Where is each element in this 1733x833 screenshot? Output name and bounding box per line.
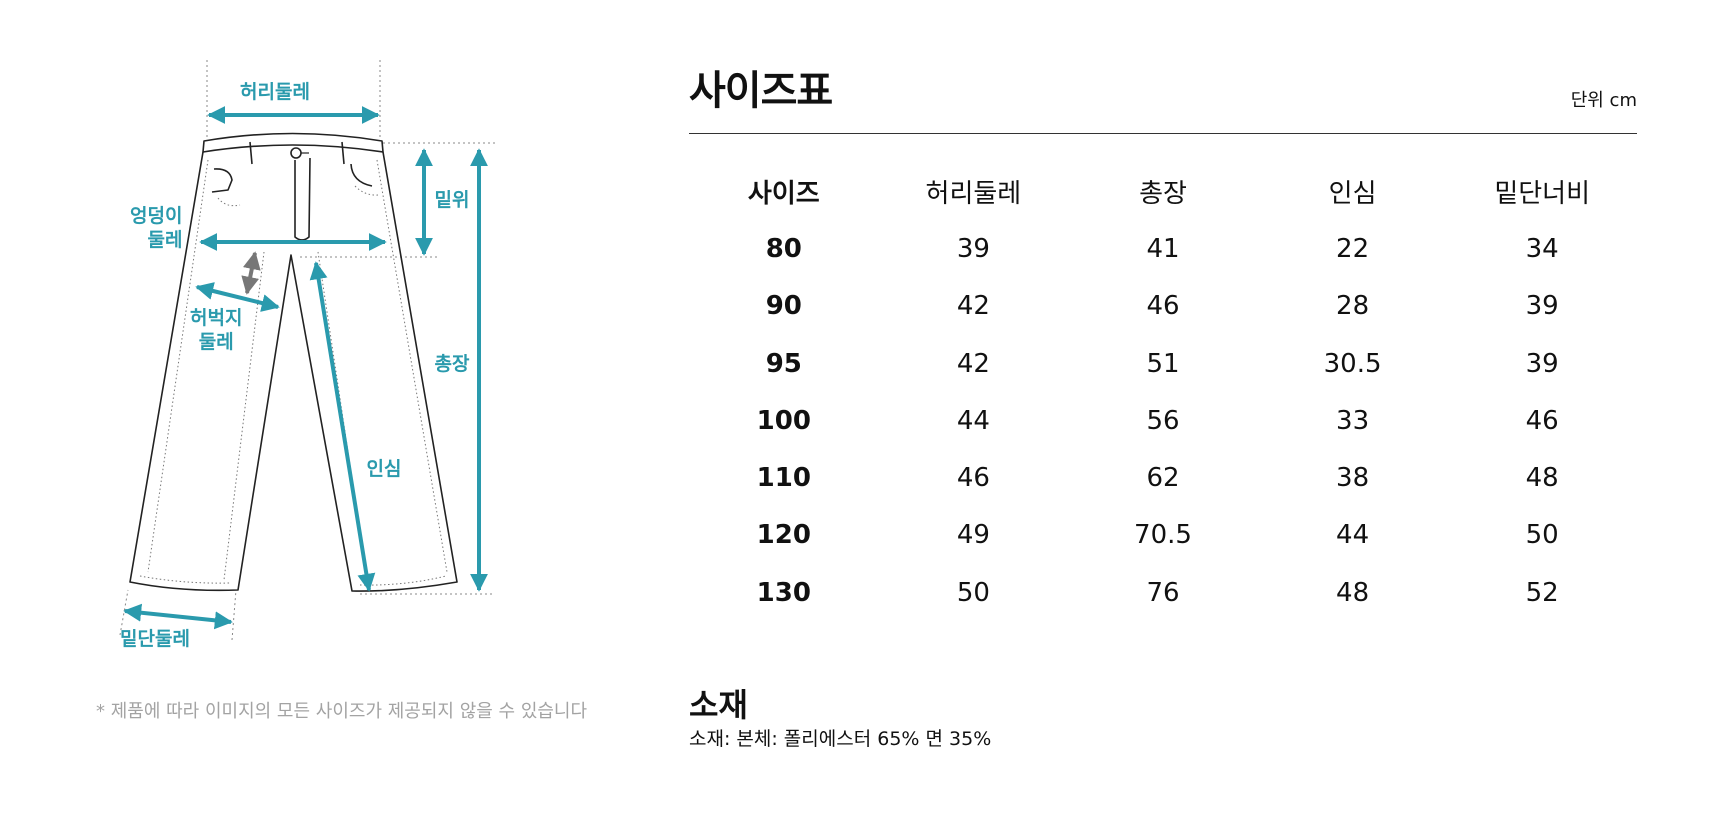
cell-inseam: 30.5 <box>1323 348 1382 379</box>
cell-total-length: 41 <box>1146 233 1180 264</box>
header-size: 사이즈 <box>747 179 820 210</box>
cell-hem-width: 39 <box>1525 348 1559 379</box>
label-hip-line1: 엉덩이 <box>130 205 183 227</box>
table-header-row: 사이즈 허리둘레 총장 인심 밑단너비 <box>689 163 1637 220</box>
label-thigh: 허벅지 둘레 <box>190 306 242 354</box>
cell-size: 120 <box>756 520 811 551</box>
cell-inseam: 22 <box>1336 233 1370 264</box>
table-row: 110 46 62 38 48 <box>689 449 1637 506</box>
cell-inseam: 38 <box>1336 463 1370 494</box>
cell-total-length: 46 <box>1146 291 1180 322</box>
cell-waist: 44 <box>956 405 990 436</box>
cell-total-length: 51 <box>1146 348 1180 379</box>
header-waist: 허리둘레 <box>925 179 1022 210</box>
table-row: 95 42 51 30.5 39 <box>689 335 1637 392</box>
cell-waist: 39 <box>956 233 990 264</box>
label-hem: 밑단둘레 <box>120 628 190 650</box>
table-row: 130 50 76 48 52 <box>689 564 1637 621</box>
cell-waist: 42 <box>956 291 990 322</box>
label-inseam: 인심 <box>366 458 402 480</box>
cell-hem-width: 48 <box>1525 463 1559 494</box>
table-row: 80 39 41 22 34 <box>689 220 1637 277</box>
label-thigh-line2: 둘레 <box>198 331 234 353</box>
disclaimer-note: * 제품에 따라 이미지의 모든 사이즈가 제공되지 않을 수 있습니다 <box>96 701 588 722</box>
title-divider <box>689 133 1637 134</box>
pants-diagram: 허리둘레 밑위 엉덩이 둘레 허벅지 둘레 총장 인심 밑단둘레 <box>0 0 660 833</box>
cell-inseam: 33 <box>1336 405 1370 436</box>
label-thigh-line1: 허벅지 <box>190 307 243 329</box>
cell-total-length: 70.5 <box>1134 520 1192 551</box>
cell-total-length: 76 <box>1146 577 1180 608</box>
cell-size: 90 <box>765 291 802 322</box>
cell-hem-width: 52 <box>1525 577 1559 608</box>
label-waist: 허리둘레 <box>240 81 310 103</box>
size-table: 사이즈 허리둘레 총장 인심 밑단너비 80 39 41 22 34 90 42… <box>689 163 1637 621</box>
cell-waist: 49 <box>956 520 990 551</box>
label-hip-line2: 둘레 <box>147 229 183 251</box>
cell-hem-width: 39 <box>1525 291 1559 322</box>
table-row: 100 44 56 33 46 <box>689 392 1637 449</box>
size-chart-title: 사이즈표 <box>689 68 833 114</box>
cell-size: 95 <box>765 348 802 379</box>
cell-hem-width: 34 <box>1525 233 1559 264</box>
label-hip: 엉덩이 둘레 <box>130 204 182 252</box>
cell-inseam: 44 <box>1336 520 1370 551</box>
cell-inseam: 28 <box>1336 291 1370 322</box>
label-total-length: 총장 <box>434 353 470 375</box>
header-hem-width: 밑단너비 <box>1494 179 1591 210</box>
material-title: 소재 <box>689 686 748 724</box>
table-row: 90 42 46 28 39 <box>689 278 1637 335</box>
cell-waist: 46 <box>956 463 990 494</box>
cell-inseam: 48 <box>1336 577 1370 608</box>
table-row: 120 49 70.5 44 50 <box>689 507 1637 564</box>
cell-waist: 50 <box>956 577 990 608</box>
cell-hem-width: 46 <box>1525 405 1559 436</box>
cell-hem-width: 50 <box>1525 520 1559 551</box>
header-total-length: 총장 <box>1139 179 1187 210</box>
material-text: 소재: 본체: 폴리에스터 65% 면 35% <box>689 728 992 750</box>
unit-label: 단위 cm <box>1570 90 1637 111</box>
cell-size: 110 <box>756 463 811 494</box>
label-rise: 밑위 <box>434 189 470 211</box>
cell-total-length: 56 <box>1146 405 1180 436</box>
cell-waist: 42 <box>956 348 990 379</box>
cell-total-length: 62 <box>1146 463 1180 494</box>
cell-size: 80 <box>765 233 802 264</box>
cell-size: 130 <box>756 577 811 608</box>
pants-illustration <box>119 60 495 641</box>
cell-size: 100 <box>756 405 811 436</box>
header-inseam: 인심 <box>1328 179 1377 210</box>
